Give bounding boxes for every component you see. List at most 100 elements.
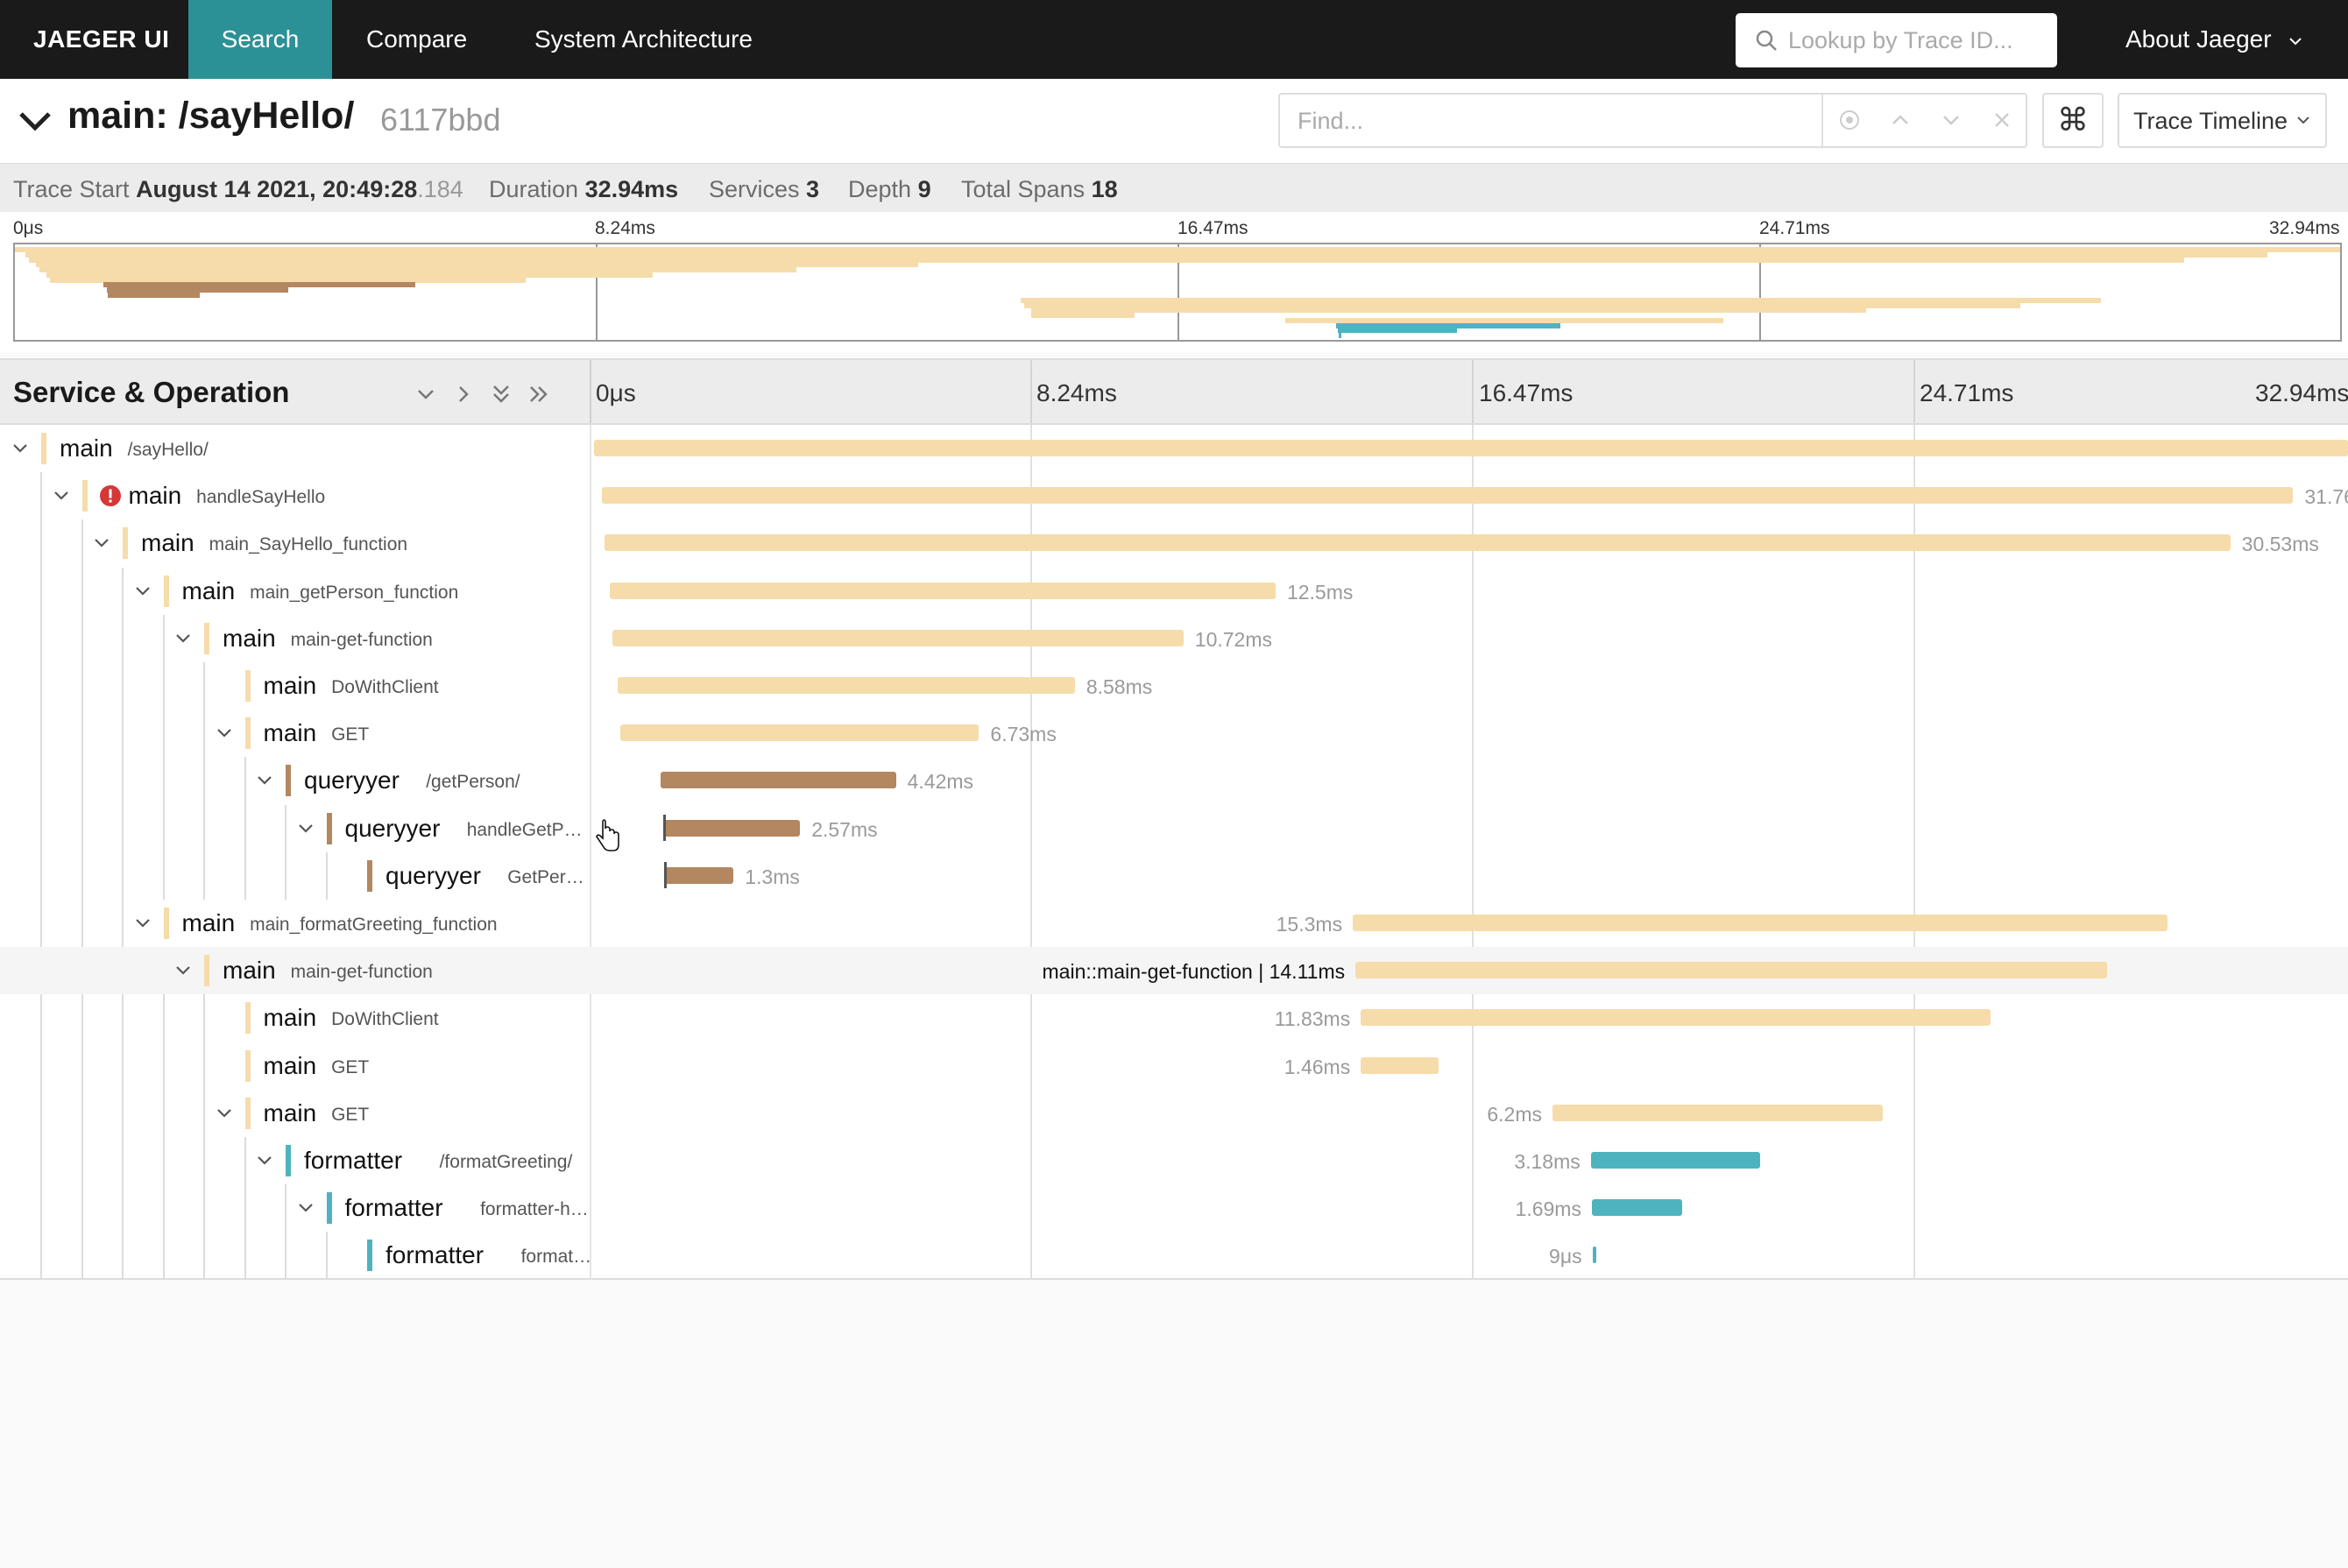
collapse-all-icon[interactable] [488, 381, 514, 407]
span-duration-bar[interactable] [602, 487, 2294, 505]
trace-minimap[interactable]: 0μs 8.24ms 16.47ms 24.71ms 32.94ms [0, 212, 2348, 352]
span-row[interactable]: main GET 6.73ms [0, 710, 2348, 757]
trace-start-value: August 14 2021, 20:49:28 [136, 176, 418, 202]
span-row[interactable]: main main_formatGreeting_function 15.3ms [0, 900, 2348, 947]
span-service-name: main [181, 909, 236, 936]
span-operation-name: GET [331, 1104, 370, 1125]
minimap-gridline [1178, 243, 1179, 342]
span-toggle-chevron-icon[interactable] [253, 769, 276, 792]
span-duration-bar[interactable] [1592, 1247, 1596, 1264]
tree-indent-guide [244, 757, 246, 900]
span-service-name: main [141, 529, 194, 557]
span-duration-bar[interactable] [605, 534, 2231, 552]
trace-services: Services 3 [709, 176, 819, 203]
service-color-bar [163, 908, 169, 939]
span-duration-bar[interactable] [1361, 1009, 1991, 1027]
span-toggle-chevron-icon[interactable] [253, 1149, 276, 1172]
span-duration-bar[interactable] [1353, 915, 2168, 931]
span-service-name: main [263, 1051, 317, 1079]
timeline-gridline [1913, 425, 1915, 1280]
brand-logo[interactable]: JAEGER UI [33, 25, 170, 53]
span-row[interactable]: formatter format… 9μs [0, 1232, 2348, 1279]
find-input[interactable] [1298, 105, 1788, 137]
previous-match-icon[interactable] [1886, 106, 1914, 134]
trace-id-lookup[interactable] [1736, 13, 2057, 67]
span-row[interactable]: main main_getPerson_function 12.5ms [0, 568, 2348, 615]
nav-compare[interactable]: Compare [366, 25, 468, 53]
span-toggle-chevron-icon[interactable] [9, 437, 32, 460]
minimap-gridline [1759, 243, 1761, 342]
span-row[interactable]: main/sayHello/ [0, 425, 2348, 472]
span-row[interactable]: main DoWithClient 8.58ms [0, 662, 2348, 710]
timeline-tick: 32.94ms [2255, 379, 2348, 406]
tree-indent-guide [285, 1184, 286, 1280]
span-row[interactable]: queryyer GetPer… 1.3ms [0, 852, 2348, 900]
view-selector[interactable]: Trace Timeline [2118, 93, 2327, 148]
minimap-span-bar [1336, 322, 1561, 328]
collapse-one-icon[interactable] [413, 381, 439, 407]
find-box [1278, 93, 2027, 148]
span-toggle-chevron-icon[interactable] [294, 817, 317, 840]
span-toggle-chevron-icon[interactable] [50, 484, 73, 507]
span-row[interactable]: main GET 6.2ms [0, 1090, 2348, 1137]
span-operation-name: handleSayHello [196, 487, 326, 508]
span-duration-bar[interactable] [660, 772, 896, 789]
minimap-gridline [596, 243, 598, 342]
span-toggle-chevron-icon[interactable] [131, 912, 154, 935]
span-row[interactable]: main main-get-function 10.72ms [0, 615, 2348, 662]
span-service-name: queryyer [385, 861, 481, 889]
expand-all-icon[interactable] [526, 381, 552, 407]
span-row[interactable]: main DoWithClient 11.83ms [0, 994, 2348, 1042]
locate-icon[interactable] [1835, 106, 1864, 134]
span-duration-bar[interactable] [1591, 1199, 1682, 1217]
minimap-span-bar [36, 262, 919, 268]
tree-indent-guide [203, 662, 205, 900]
expand-one-icon[interactable] [450, 381, 477, 407]
span-toggle-chevron-icon[interactable] [213, 722, 236, 745]
span-rows: main/sayHello/mainhandleSayHello31.76msm… [0, 425, 2348, 1280]
span-toggle-chevron-icon[interactable] [131, 580, 154, 603]
trace-id-input[interactable] [1788, 22, 2042, 59]
span-row[interactable]: queryyer handleGetP… 2.57ms [0, 805, 2348, 852]
service-color-bar [163, 575, 169, 607]
minimap-span-bar [1337, 328, 1458, 334]
nav-system-architecture[interactable]: System Architecture [534, 25, 753, 53]
span-toggle-chevron-icon[interactable] [172, 959, 194, 982]
span-row[interactable]: formatter/formatGreeting/3.18ms [0, 1137, 2348, 1184]
span-duration-bar[interactable] [1355, 962, 2107, 979]
span-toggle-chevron-icon[interactable] [294, 1197, 317, 1219]
span-row[interactable]: main main-get-function main::main-get-func… [0, 947, 2348, 995]
tree-indent-guide [122, 567, 124, 1280]
span-row[interactable]: queryyer/getPerson/4.42ms [0, 757, 2348, 804]
minimap-tick: 24.71ms [1759, 218, 1830, 238]
nav-search[interactable]: Search [188, 0, 332, 79]
span-toggle-chevron-icon[interactable] [90, 532, 113, 554]
trace-summary: Trace Start August 14 2021, 20:49:28.184… [0, 163, 2348, 212]
span-duration-bar[interactable] [664, 866, 734, 884]
span-duration-bar[interactable] [1552, 1104, 1883, 1121]
span-duration-bar[interactable] [1590, 1152, 1760, 1169]
span-duration-bar[interactable] [620, 724, 980, 742]
span-duration-bar[interactable] [594, 440, 2348, 456]
span-row[interactable]: formatter formatter-h… 1.69ms [0, 1184, 2348, 1232]
span-duration-bar[interactable] [612, 629, 1184, 646]
span-duration-bar[interactable] [618, 677, 1075, 694]
span-toggle-chevron-icon[interactable] [172, 627, 194, 650]
span-operation-name: main_formatGreeting_function [250, 915, 498, 935]
span-duration-bar[interactable] [663, 819, 801, 837]
duration-value: 32.94ms [584, 176, 679, 202]
span-row[interactable]: main GET 1.46ms [0, 1042, 2348, 1090]
span-duration-bar[interactable] [610, 582, 1276, 599]
collapse-trace-icon[interactable] [18, 105, 53, 137]
next-match-icon[interactable] [1937, 106, 1965, 134]
service-color-bar [41, 433, 46, 464]
column-resize-handle[interactable] [590, 360, 591, 423]
span-duration-bar[interactable] [1361, 1056, 1439, 1074]
span-row[interactable]: main handleSayHello 31.76ms [0, 472, 2348, 519]
span-toggle-chevron-icon[interactable] [213, 1102, 236, 1125]
span-log-marker [664, 861, 668, 888]
clear-find-icon[interactable] [1988, 106, 2016, 134]
span-row[interactable]: main main_SayHello_function 30.53ms [0, 519, 2348, 567]
keyboard-shortcuts-button[interactable]: ⌘ [2042, 93, 2104, 148]
about-jaeger-menu[interactable]: About Jaeger [2125, 0, 2302, 79]
